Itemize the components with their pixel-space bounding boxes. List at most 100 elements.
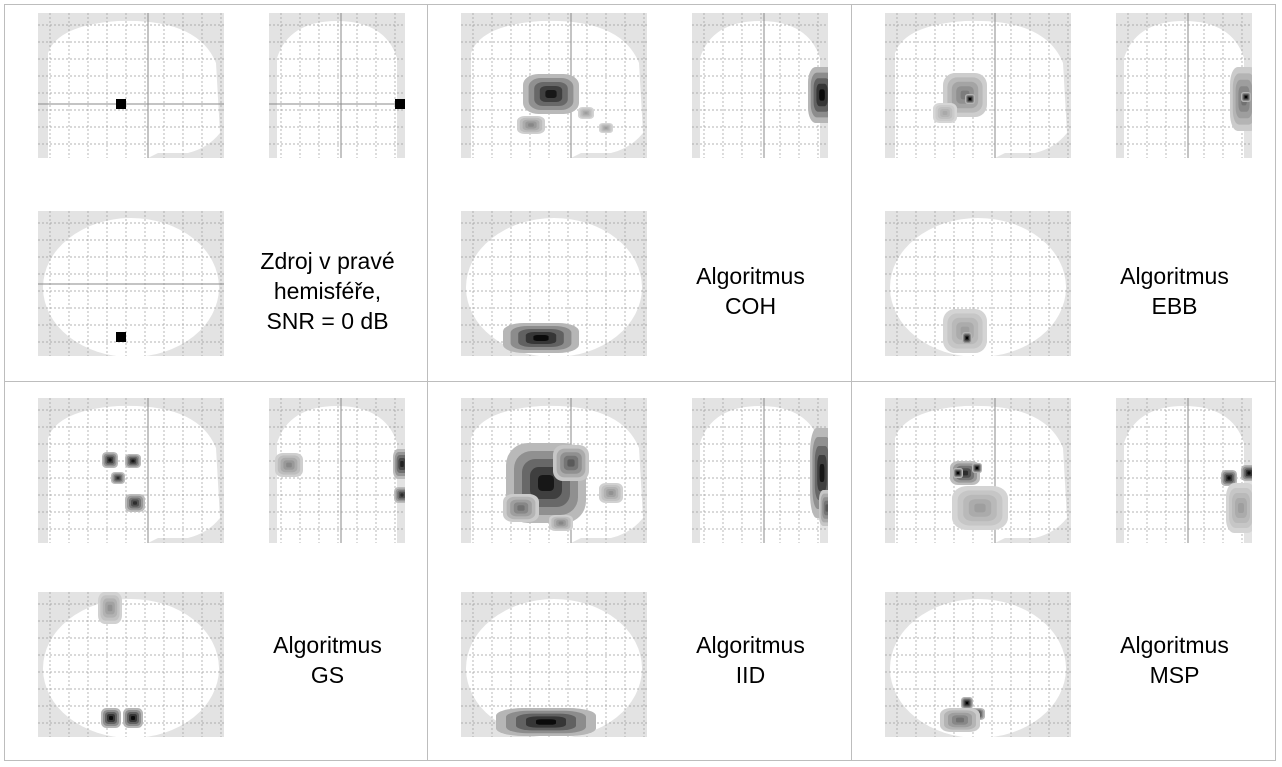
panel-caption: Algoritmus COH: [663, 231, 838, 351]
axial-view: [461, 592, 647, 737]
mip-view-graphic: [38, 211, 224, 356]
sagittal-view: [461, 398, 647, 543]
mip-view-graphic: [269, 398, 405, 543]
coronal-view: [269, 398, 405, 543]
caption-line: Algoritmus: [1120, 263, 1229, 289]
activation-blob: [825, 504, 828, 512]
mip-view-graphic: [38, 592, 224, 737]
activation-blob: [567, 459, 575, 467]
activation-blob: [545, 90, 557, 98]
panel-caption: Algoritmus MSP: [1087, 600, 1262, 720]
axial-view: [38, 211, 224, 356]
activation-blob: [538, 475, 554, 491]
activation-blob: [536, 719, 556, 725]
brain-outline: [466, 599, 642, 737]
mip-view-graphic: [38, 13, 224, 158]
mip-view-graphic: [1116, 13, 1252, 158]
brain-outline: [700, 406, 820, 543]
sagittal-view: [38, 398, 224, 543]
caption-line: Zdroj v pravé: [260, 248, 395, 274]
activation-blob: [942, 111, 948, 115]
brain-outline: [1124, 406, 1244, 543]
coronal-view: [269, 13, 405, 158]
panel-source: Zdroj v pravé hemisféře, SNR = 0 dB: [4, 4, 428, 382]
mip-comparison-figure: Zdroj v pravé hemisféře, SNR = 0 dB Algo…: [4, 4, 1276, 761]
mip-view-graphic: [461, 592, 647, 737]
activation-blob: [400, 461, 404, 467]
axial-view: [885, 211, 1071, 356]
brain-outline: [700, 21, 820, 158]
panel-gs: Algoritmus GS: [4, 381, 428, 761]
activation-blob: [966, 336, 968, 340]
caption-line: Algoritmus: [696, 263, 805, 289]
activation-blob: [131, 716, 135, 720]
coronal-view: [692, 13, 828, 158]
activation-blob: [956, 717, 964, 723]
activation-blob: [286, 462, 292, 468]
caption-line: COH: [724, 293, 777, 319]
activation-blob: [819, 464, 825, 482]
activation-blob: [107, 604, 113, 612]
activation-blob: [109, 716, 113, 720]
mip-view-graphic: [269, 13, 405, 158]
sagittal-view: [38, 13, 224, 158]
caption-line: SNR = 0 dB: [266, 308, 389, 334]
activation-blob: [819, 89, 825, 101]
brain-outline: [890, 599, 1066, 737]
coronal-view: [692, 398, 828, 543]
panel-ebb: Algoritmus EBB: [851, 4, 1276, 382]
activation-spot: [116, 332, 126, 342]
sagittal-view: [461, 13, 647, 158]
panel-msp: Algoritmus MSP: [851, 381, 1276, 761]
brain-outline: [890, 218, 1066, 356]
brain-outline: [48, 405, 220, 543]
caption-line: IID: [735, 662, 766, 688]
activation-blob: [584, 111, 588, 115]
activation-blob: [1247, 471, 1251, 475]
activation-spot: [116, 99, 126, 109]
panel-caption: Algoritmus IID: [663, 600, 838, 720]
brain-outline: [43, 599, 219, 737]
coronal-view: [1116, 398, 1252, 543]
activation-blob: [558, 521, 564, 525]
activation-blob: [608, 491, 614, 495]
activation-blob: [400, 493, 404, 497]
activation-blob: [1245, 96, 1247, 98]
axial-view: [461, 211, 647, 356]
activation-blob: [969, 98, 971, 100]
brain-outline: [277, 406, 397, 543]
brain-outline: [895, 405, 1067, 543]
panel-caption: Algoritmus EBB: [1087, 231, 1262, 351]
caption-line: MSP: [1149, 662, 1200, 688]
panel-coh: Algoritmus COH: [427, 4, 852, 382]
mip-view-graphic: [38, 398, 224, 543]
axial-view: [38, 592, 224, 737]
mip-view-graphic: [461, 398, 647, 543]
activation-blob: [962, 470, 968, 476]
activation-blob: [131, 459, 135, 463]
activation-blob: [976, 467, 978, 469]
activation-blob: [1227, 476, 1231, 480]
activation-blob: [133, 501, 137, 505]
activation-spot: [395, 99, 405, 109]
mip-view-graphic: [885, 211, 1071, 356]
brain-outline: [1124, 21, 1244, 158]
brain-outline: [48, 20, 220, 158]
caption-line: Algoritmus: [1120, 632, 1229, 658]
activation-blob: [965, 701, 969, 705]
sagittal-view: [885, 13, 1071, 158]
activation-blob: [604, 127, 608, 129]
caption-line: EBB: [1151, 293, 1198, 319]
panel-caption: Algoritmus GS: [240, 600, 415, 720]
mip-view-graphic: [461, 211, 647, 356]
sagittal-view: [885, 398, 1071, 543]
caption-line: Algoritmus: [273, 632, 382, 658]
activation-blob: [116, 476, 120, 480]
activation-blob: [1238, 503, 1244, 513]
panel-caption: Zdroj v pravé hemisféře, SNR = 0 dB: [240, 231, 415, 351]
axial-view: [885, 592, 1071, 737]
panel-iid: Algoritmus IID: [427, 381, 852, 761]
coronal-view: [1116, 13, 1252, 158]
activation-blob: [533, 335, 549, 341]
brain-outline: [277, 21, 397, 158]
